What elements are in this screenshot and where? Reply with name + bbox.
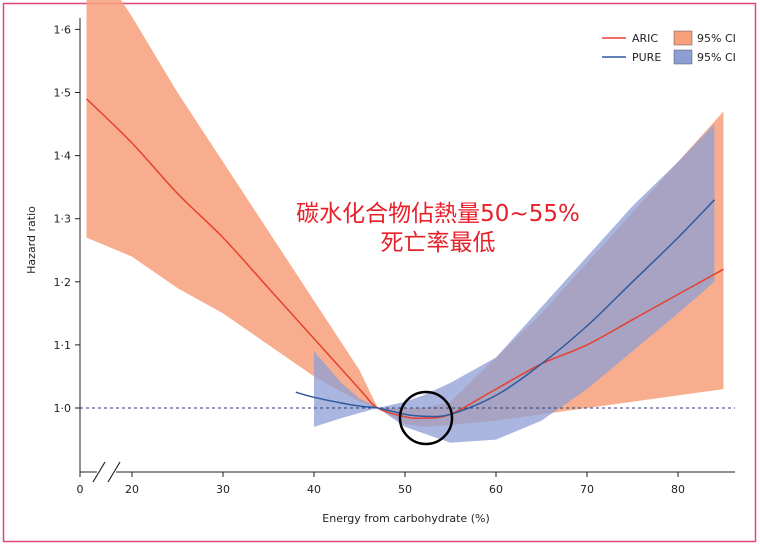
x-tick-label: 40 — [307, 483, 321, 496]
y-tick-label: 1·4 — [54, 150, 72, 163]
axes — [79, 18, 735, 483]
y-tick-label: 1·0 — [54, 402, 72, 415]
series-lines — [85, 98, 724, 420]
x-tick-label: 20 — [125, 483, 139, 496]
axis-break-mark-2 — [107, 461, 121, 483]
annotation-line-2: 死亡率最低 — [381, 230, 496, 256]
x-tick-label: 0 — [77, 483, 84, 496]
legend-label-aric: ARIC — [632, 32, 658, 45]
annotation-line-1: 碳水化合物佔熱量50~55% — [296, 201, 580, 227]
legend-ci-swatch-pure — [673, 49, 693, 65]
legend: ARIC 95% CI PURE 95% CI — [602, 30, 736, 65]
figure-border — [2, 2, 757, 543]
x-tick-label: 30 — [216, 483, 230, 496]
legend-ci-swatch-aric — [673, 30, 693, 46]
ci-band-pure — [314, 124, 715, 443]
legend-label-pure: PURE — [632, 51, 661, 64]
axis-break-mark-1 — [92, 461, 106, 483]
series-line-aric — [85, 98, 724, 420]
legend-ci-label-aric: 95% CI — [697, 32, 736, 45]
legend-ci-label-pure: 95% CI — [697, 51, 736, 64]
x-tick-label: 80 — [671, 483, 685, 496]
confidence-bands — [86, 0, 724, 443]
y-axis-label: Hazard ratio — [25, 206, 38, 274]
x-tick-label: 60 — [489, 483, 503, 496]
x-tick-label: 70 — [580, 483, 594, 496]
y-tick-label: 1·5 — [54, 87, 72, 100]
y-tick-label: 1·1 — [54, 339, 72, 352]
highlight-circle — [398, 390, 454, 446]
y-tick-label: 1·2 — [54, 276, 72, 289]
y-tick-label: 1·3 — [54, 213, 72, 226]
x-tick-label: 50 — [398, 483, 412, 496]
y-tick-label: 1·6 — [54, 23, 72, 36]
x-axis-label: Energy from carbohydrate (%) — [322, 512, 489, 525]
ticks: 1·01·11·21·31·41·51·61·7020304050607080 — [54, 23, 686, 496]
series-line-pure — [295, 199, 715, 418]
